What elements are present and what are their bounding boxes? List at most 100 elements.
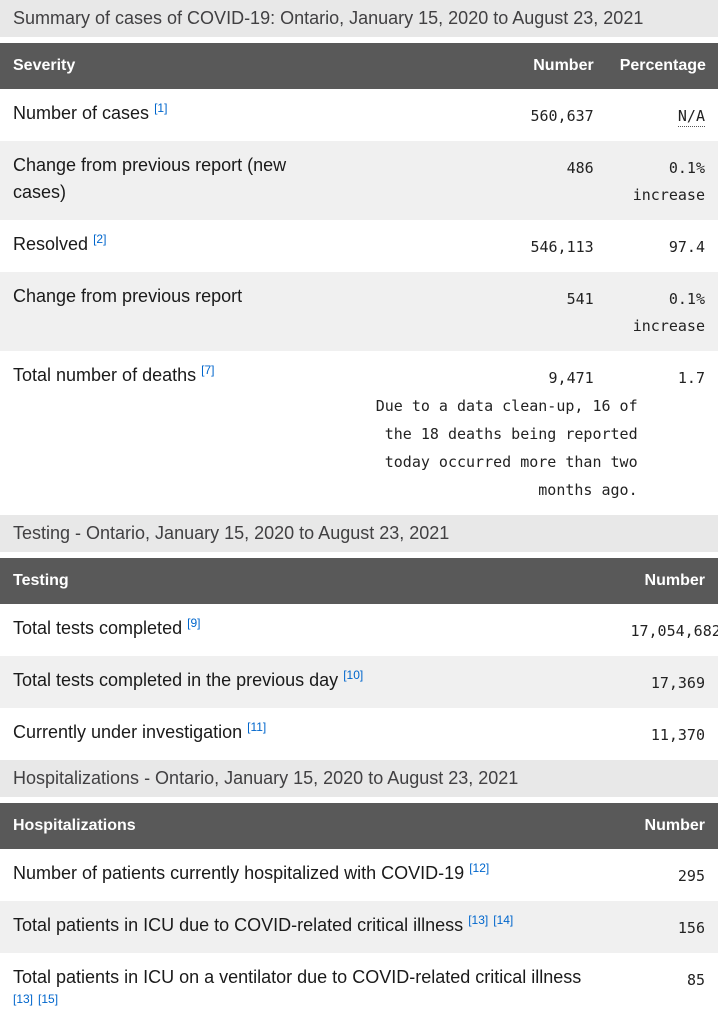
- row-label: Total patients in ICU due to COVID-relat…: [13, 915, 464, 935]
- footnote-link[interactable]: [10]: [343, 668, 364, 682]
- column-header-testing: Testing: [0, 558, 618, 604]
- row-label: Total tests completed in the previous da…: [13, 670, 339, 690]
- number-value: 560,637: [530, 107, 594, 125]
- row-percentage-cell: 97.4: [607, 220, 718, 272]
- row-label-cell: Total patients in ICU on a ventilator du…: [0, 953, 617, 1029]
- row-percentage-cell: 0.1% increase: [607, 272, 718, 351]
- footnote-link[interactable]: [1]: [154, 101, 168, 115]
- footnote-link[interactable]: [13]: [13, 992, 34, 1006]
- row-label: Number of cases: [13, 103, 150, 123]
- row-number-cell: 541: [345, 272, 607, 351]
- row-label-cell: Total tests completed in the previous da…: [0, 656, 617, 708]
- row-label: Total tests completed: [13, 618, 183, 638]
- footnote-ref: [9]: [187, 616, 200, 630]
- column-header-severity: Severity: [0, 43, 345, 89]
- table-row: Total number of deaths [7] 9,471 Due to a …: [0, 351, 718, 515]
- table-header-row: Severity Number Percentage: [0, 43, 718, 89]
- number-value: 295: [677, 867, 705, 885]
- table-row: Change from previous report 541 0.1% incre…: [0, 272, 718, 351]
- not-applicable-abbr: N/A: [677, 107, 705, 127]
- hospitalizations-table: Hospitalizations Number Number of patien…: [0, 803, 718, 1029]
- footnote-ref: [14]: [493, 913, 513, 927]
- row-label: Number of patients currently hospitalize…: [13, 863, 465, 883]
- row-number-cell: 560,637: [345, 89, 607, 141]
- row-label-cell: Currently under investigation [11]: [0, 708, 617, 760]
- hospitalizations-section: Hospitalizations - Ontario, January 15, …: [0, 760, 718, 1029]
- column-header-hospitalizations: Hospitalizations: [0, 803, 618, 849]
- number-value: 541: [566, 290, 594, 308]
- percentage-value: 1.7: [677, 369, 705, 387]
- testing-table: Testing Number Total tests completed [9]…: [0, 558, 718, 760]
- number-value: 9,471: [548, 369, 594, 387]
- row-label-cell: Change from previous report (new cases): [0, 141, 345, 220]
- row-number-cell: 17,054,682: [617, 604, 718, 656]
- testing-section-caption: Testing - Ontario, January 15, 2020 to A…: [0, 515, 718, 552]
- number-value: 85: [686, 971, 705, 989]
- row-label: Currently under investigation: [13, 722, 243, 742]
- summary-section-caption: Summary of cases of COVID-19: Ontario, J…: [0, 0, 718, 37]
- footnote-link[interactable]: [7]: [201, 363, 215, 377]
- footnote-link[interactable]: [15]: [38, 992, 59, 1006]
- row-number-cell: 486: [345, 141, 607, 220]
- table-row: Total tests completed [9] 17,054,682: [0, 604, 718, 656]
- footnote-ref: [13]: [13, 992, 33, 1006]
- summary-table-body: Number of cases [1] 560,637 N/A Change from…: [0, 89, 718, 515]
- column-header-number: Number: [344, 43, 607, 89]
- row-percentage-cell: 1.7: [607, 351, 718, 515]
- testing-section: Testing - Ontario, January 15, 2020 to A…: [0, 515, 718, 760]
- column-header-number: Number: [617, 803, 718, 849]
- number-value: 17,369: [650, 674, 705, 692]
- footnote-ref: [12]: [469, 861, 489, 875]
- table-row: Number of patients currently hospitalize…: [0, 849, 718, 901]
- row-label: Change from previous report (new cases): [13, 155, 287, 202]
- testing-table-body: Total tests completed [9] 17,054,682 Total…: [0, 604, 718, 760]
- table-header-row: Hospitalizations Number: [0, 803, 718, 849]
- table-row: Currently under investigation [11] 11,370: [0, 708, 718, 760]
- table-row: Resolved [2] 546,113 97.4: [0, 220, 718, 272]
- footnote-ref: [1]: [154, 101, 167, 115]
- footnote-link[interactable]: [9]: [187, 616, 201, 630]
- row-label-cell: Total patients in ICU due to COVID-relat…: [0, 901, 617, 953]
- row-label-cell: Number of patients currently hospitalize…: [0, 849, 617, 901]
- footnote-link[interactable]: [14]: [493, 913, 514, 927]
- column-header-number: Number: [617, 558, 718, 604]
- row-number-cell: 546,113: [345, 220, 607, 272]
- footnote-link[interactable]: [13]: [468, 913, 489, 927]
- hospitalizations-table-body: Number of patients currently hospitalize…: [0, 849, 718, 1029]
- number-value: 11,370: [650, 726, 705, 744]
- number-value: 17,054,682: [630, 622, 718, 640]
- footnote-ref: [7]: [201, 363, 214, 377]
- row-label-cell: Number of cases [1]: [0, 89, 345, 141]
- footnote-ref: [2]: [93, 232, 106, 246]
- row-label: Change from previous report: [13, 286, 243, 306]
- hospitalizations-section-caption: Hospitalizations - Ontario, January 15, …: [0, 760, 718, 797]
- summary-section: Summary of cases of COVID-19: Ontario, J…: [0, 0, 718, 515]
- footnote-ref: [11]: [247, 720, 266, 734]
- row-percentage-cell: 0.1% increase: [607, 141, 718, 220]
- table-row: Number of cases [1] 560,637 N/A: [0, 89, 718, 141]
- percentage-value: 0.1% increase: [632, 290, 705, 335]
- table-row: Total tests completed in the previous da…: [0, 656, 718, 708]
- deaths-data-note: Due to a data clean-up, 16 of the 18 dea…: [375, 397, 638, 499]
- footnote-link[interactable]: [12]: [469, 861, 490, 875]
- row-label-cell: Change from previous report: [0, 272, 345, 351]
- footnote-ref: [10]: [343, 668, 363, 682]
- percentage-value: 0.1% increase: [632, 159, 705, 204]
- row-number-cell: 17,369: [617, 656, 718, 708]
- column-header-percentage: Percentage: [606, 43, 718, 89]
- summary-table: Severity Number Percentage Number of cas…: [0, 43, 718, 515]
- row-label: Total number of deaths: [13, 365, 197, 385]
- number-value: 486: [566, 159, 594, 177]
- row-label: Total patients in ICU on a ventilator du…: [13, 967, 582, 987]
- footnote-link[interactable]: [11]: [247, 720, 267, 734]
- number-value: 156: [677, 919, 705, 937]
- row-number-cell: 9,471 Due to a data clean-up, 16 of the 1…: [345, 351, 638, 515]
- row-number-cell: 11,370: [617, 708, 718, 760]
- footnote-link[interactable]: [2]: [93, 232, 107, 246]
- row-label-cell: Resolved [2]: [0, 220, 345, 272]
- row-label: Resolved: [13, 234, 89, 254]
- row-label-cell: Total number of deaths [7]: [0, 351, 345, 515]
- table-row: Total patients in ICU due to COVID-relat…: [0, 901, 718, 953]
- table-header-row: Testing Number: [0, 558, 718, 604]
